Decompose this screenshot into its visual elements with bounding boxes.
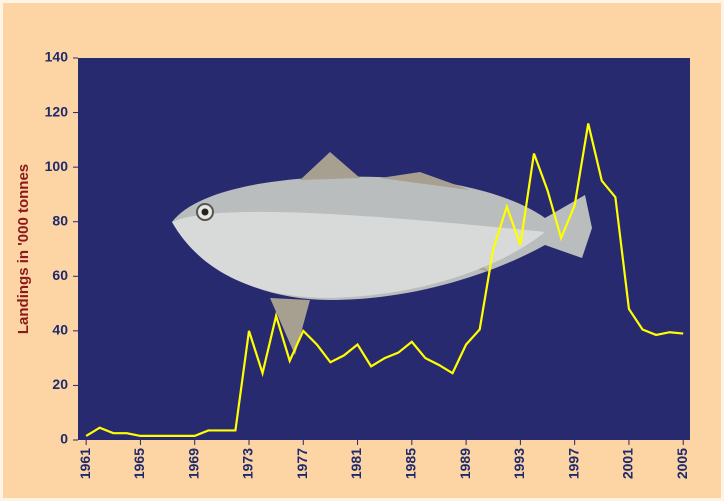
x-tick-label: 1969 bbox=[185, 448, 201, 479]
x-tick-label: 1961 bbox=[77, 448, 93, 479]
line bbox=[85, 123, 684, 438]
x-tick-label: 1981 bbox=[348, 448, 364, 479]
fish-picture bbox=[172, 152, 592, 355]
x-tick-label: 1985 bbox=[403, 448, 419, 479]
x-tick-label: 1993 bbox=[511, 448, 527, 479]
y-tick-label: 80 bbox=[52, 212, 68, 228]
y-axis-label: Landings in '000 tonnes bbox=[15, 164, 32, 334]
y-tick-label: 140 bbox=[45, 49, 69, 65]
y-tick-label: 0 bbox=[60, 431, 68, 447]
y-tick-label: 120 bbox=[45, 103, 69, 119]
x-tick-label: 1973 bbox=[240, 448, 256, 479]
x-tick-label: 1965 bbox=[131, 448, 147, 479]
x-tick-label: 1989 bbox=[457, 448, 473, 479]
x-tick-label: 1997 bbox=[565, 448, 581, 479]
y-tick-label: 20 bbox=[52, 376, 68, 392]
y-tick-label: 40 bbox=[52, 322, 68, 338]
x-tick-label: 2005 bbox=[674, 448, 690, 479]
x-tick-label: 1977 bbox=[294, 448, 310, 479]
y-tick-label: 100 bbox=[45, 158, 69, 174]
y-tick-label: 60 bbox=[52, 267, 68, 283]
x-tick-label: 2001 bbox=[620, 448, 636, 479]
